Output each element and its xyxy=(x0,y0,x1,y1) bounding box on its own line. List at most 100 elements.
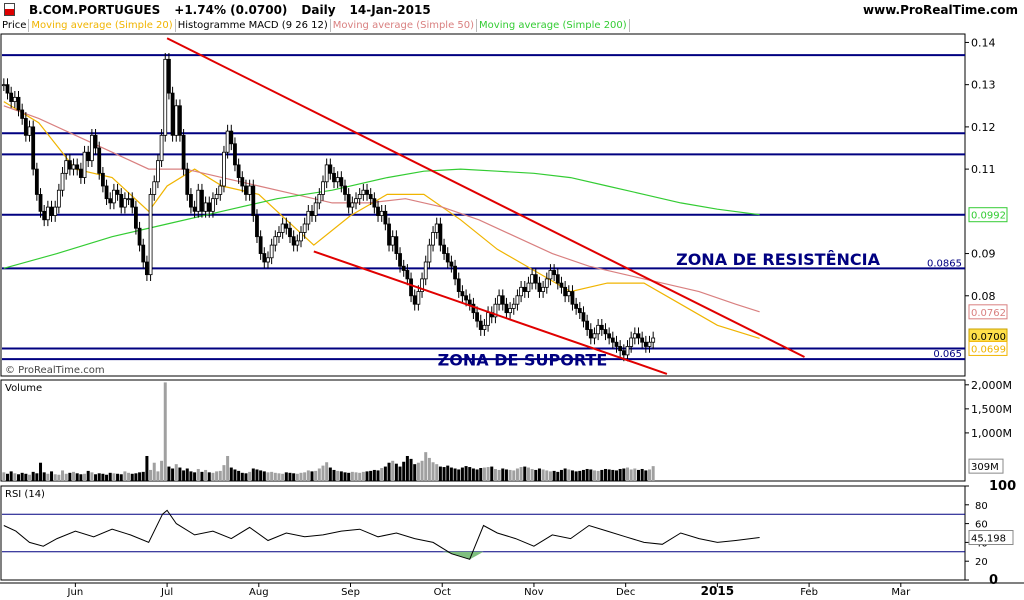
volume-bar xyxy=(163,382,167,481)
candle-body xyxy=(148,194,153,276)
candle-body xyxy=(167,58,171,94)
volume-bar xyxy=(288,472,292,481)
volume-bar xyxy=(567,469,571,481)
volume-bar xyxy=(314,470,318,481)
x-tick-label: 2015 xyxy=(701,584,734,598)
volume-bar xyxy=(248,471,252,481)
x-tick-label: Jun xyxy=(67,587,84,598)
volume-bar xyxy=(57,474,61,481)
candle-body xyxy=(592,333,597,339)
candle-body xyxy=(229,130,234,145)
volume-bar xyxy=(523,466,527,481)
candle-body xyxy=(100,172,105,187)
volume-bar xyxy=(409,458,413,481)
candle-body xyxy=(137,227,142,246)
candle-body xyxy=(379,210,384,216)
volume-last-box xyxy=(968,458,1004,474)
legend-item-sma200[interactable]: Moving average (Simple 200) xyxy=(477,19,630,32)
candle-body xyxy=(203,202,208,212)
candle-body xyxy=(541,286,546,292)
candle-body xyxy=(423,261,428,280)
x-tick-label: Feb xyxy=(800,587,818,598)
volume-bar xyxy=(372,469,376,481)
volume-bar xyxy=(112,473,116,481)
legend-item-sma20[interactable]: Moving average (Simple 20) xyxy=(29,19,176,32)
volume-bar xyxy=(108,472,112,481)
volume-bar xyxy=(79,474,83,481)
volume-bar xyxy=(625,467,629,481)
candle-body xyxy=(581,312,586,322)
candle-body xyxy=(643,341,648,347)
candle-body xyxy=(467,299,472,305)
site-label[interactable]: www.ProRealTime.com xyxy=(863,3,1018,17)
candle-body xyxy=(559,282,564,288)
candle-body xyxy=(134,206,138,229)
volume-bar xyxy=(611,469,615,481)
candle-body xyxy=(192,206,197,212)
volume-bar xyxy=(519,467,523,481)
candle-body xyxy=(280,223,285,233)
volume-bar xyxy=(614,470,618,481)
candle-body xyxy=(445,253,450,263)
watermark: © ProRealTime.com xyxy=(5,365,105,376)
candle-body xyxy=(266,257,270,263)
candle-body xyxy=(544,278,549,288)
volume-bar xyxy=(167,466,171,481)
candle-body xyxy=(533,274,538,284)
candle-body xyxy=(596,324,601,335)
candle-body xyxy=(89,134,94,162)
x-tick-label: Nov xyxy=(524,587,544,598)
volume-bar xyxy=(559,469,563,481)
volume-bar xyxy=(548,471,552,481)
volume-bar xyxy=(17,474,21,481)
volume-bar xyxy=(636,469,640,481)
volume-bar xyxy=(416,462,420,481)
candle-body xyxy=(9,92,14,102)
candle-body xyxy=(398,253,402,267)
candle-body xyxy=(75,164,80,170)
volume-bar xyxy=(127,472,131,481)
candle-body xyxy=(185,168,190,195)
candle-body xyxy=(456,278,461,292)
candle-body xyxy=(126,198,131,201)
legend-item-sma50[interactable]: Moving average (Simple 50) xyxy=(331,19,478,32)
legend-item-macd[interactable]: Histogramme MACD (9 26 12) xyxy=(176,19,331,32)
legend-item-price[interactable]: Price xyxy=(0,19,30,32)
candle-body xyxy=(233,143,237,166)
candle-body xyxy=(343,185,347,195)
candle-body xyxy=(420,278,424,292)
volume-bar xyxy=(449,467,453,481)
volume-bar xyxy=(471,468,475,481)
volume-bar xyxy=(453,468,457,481)
candle-body xyxy=(111,189,116,204)
volume-bar xyxy=(123,471,127,481)
volume-bar xyxy=(178,467,182,481)
instrument-header: B.COM.PORTUGUES +1.74% (0.0700) Daily 14-Ja… xyxy=(4,3,445,17)
candle-body xyxy=(585,320,590,330)
candle-body xyxy=(115,189,120,195)
rsi-oversold-fill xyxy=(442,551,484,560)
candle-body xyxy=(255,215,259,238)
rsi-y-tick-label: 80 xyxy=(975,501,988,512)
candle-body xyxy=(548,270,553,280)
volume-bar xyxy=(534,469,538,481)
candle-body xyxy=(647,341,652,347)
candle-body xyxy=(104,185,109,200)
candle-body xyxy=(350,202,355,208)
volume-bar xyxy=(196,468,200,481)
x-tick-label: Dec xyxy=(616,587,635,598)
volume-bar xyxy=(383,466,387,481)
price-value-label: 0.0700 xyxy=(971,332,1006,343)
candle-body xyxy=(240,177,245,187)
volume-bar xyxy=(644,470,648,481)
volume-bar xyxy=(259,470,263,481)
candle-body xyxy=(97,147,102,174)
volume-bar xyxy=(618,468,622,481)
sma50-line xyxy=(3,105,760,313)
volume-bar xyxy=(497,469,501,481)
volume-bar xyxy=(537,468,541,481)
volume-bar xyxy=(2,472,6,481)
volume-bar xyxy=(262,471,266,481)
price-y-tick-label: 0.09 xyxy=(971,248,996,261)
